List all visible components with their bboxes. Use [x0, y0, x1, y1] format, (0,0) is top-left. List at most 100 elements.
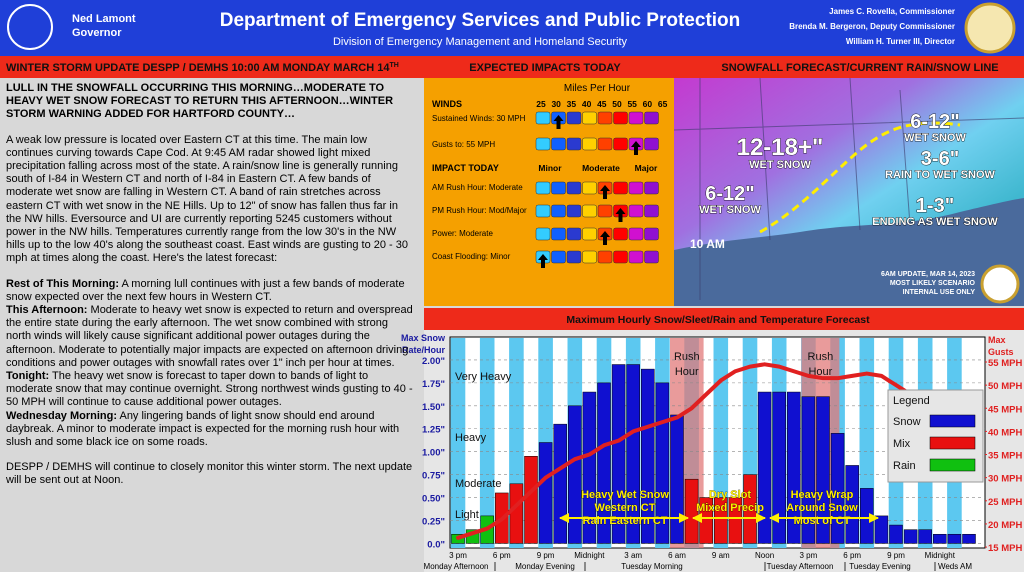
chart-title: Maximum Hourly Snow/Sleet/Rain and Tempe… [566, 314, 870, 326]
annotation: Mixed Precip [696, 502, 764, 514]
map-seal [980, 264, 1020, 304]
stripe [450, 338, 466, 548]
annotation: Heavy Wet Snow [581, 489, 669, 501]
arrow [600, 185, 610, 199]
scale-cell [535, 227, 551, 241]
scale-cell [597, 137, 613, 151]
header-bg [0, 0, 1024, 56]
x-tick-label: 9 pm [887, 551, 905, 560]
y2-tick-label: 55 MPH [988, 358, 1022, 369]
bar [582, 391, 597, 544]
scale-number: 40 [582, 99, 592, 109]
arrow [615, 208, 626, 222]
section-label: This Afternoon: [6, 304, 88, 317]
impact-row: Power: Moderate [432, 229, 493, 238]
y2-tick-label: 20 MPH [988, 520, 1022, 531]
official: William H. Turner III, Director [846, 37, 955, 46]
bar [860, 488, 874, 544]
scale-cell [644, 111, 659, 125]
legend-swatch [929, 458, 976, 472]
scale-cell [551, 227, 566, 241]
banner-text: WINTER STORM UPDATE DESPP / DEMHS 10:00 … [6, 62, 390, 74]
y-tick-label: 1.25" [422, 425, 445, 436]
bar [845, 465, 859, 544]
scale-cell [566, 227, 582, 241]
rush-label: Hour [675, 366, 699, 378]
arrow [631, 141, 641, 155]
scale-cell [644, 227, 659, 241]
wind-row: Sustained Winds: 30 MPH [432, 114, 526, 123]
y2-tick-label: 40 MPH [988, 427, 1022, 438]
bar [874, 515, 889, 544]
map-note: MOST LIKELY SCENARIO [890, 280, 976, 287]
legend-label: Mix [893, 438, 911, 450]
y2-tick-label: 30 MPH [988, 474, 1022, 485]
annotation: Rain Eastern CT [583, 515, 668, 527]
x-tick-label: 3 am [624, 551, 642, 560]
impact-row: AM Rush Hour: Moderate [432, 183, 523, 192]
impact-level: Minor [538, 163, 562, 173]
scale-cell [628, 181, 644, 195]
x-tick-label: Noon [755, 551, 774, 560]
section: Tonight: The heavy wet snow is forecast … [6, 370, 414, 410]
y-tick-label: 1.50" [422, 402, 445, 413]
bar [568, 405, 582, 544]
section: Wednesday Morning: Any lingering bands o… [6, 410, 414, 450]
scale-cell [566, 250, 582, 264]
banner-right: SNOWFALL FORECAST/CURRENT RAIN/SNOW LINE [721, 62, 998, 74]
y-axis-label: Max Snow [401, 333, 446, 343]
intensity-label: Very Heavy [455, 371, 512, 383]
bar [626, 364, 640, 544]
scale-cell [628, 227, 644, 241]
banner-middle: EXPECTED IMPACTS TODAY [469, 62, 621, 74]
period-label: Monday Afternoon [424, 562, 489, 571]
period-label: Weds AM [938, 562, 972, 571]
rush-label: Rush [808, 351, 834, 363]
bar [889, 524, 903, 544]
period-label: Tuesday Afternoon [767, 562, 834, 571]
x-tick-label: 6 pm [843, 551, 861, 560]
map-amount: 6-12" [910, 111, 960, 133]
map-type: WET SNOW [749, 159, 811, 171]
banner-bg [0, 56, 1024, 78]
x-tick-label: 6 pm [493, 551, 511, 560]
y-tick-label: 2.00" [422, 356, 445, 367]
scale-number: 55 [627, 99, 637, 109]
governor-name: Ned Lamont [72, 13, 136, 25]
agency-seal [964, 2, 1016, 54]
map-type: WET SNOW [904, 132, 966, 144]
scale-cell [582, 181, 597, 195]
scale-cell [597, 250, 613, 264]
period-label: Tuesday Morning [621, 562, 683, 571]
y2-tick-label: 15 MPH [988, 543, 1022, 554]
scale-number: 45 [597, 99, 607, 109]
headline: LULL IN THE SNOWFALL OCCURRING THIS MORN… [6, 82, 394, 121]
y2-axis-label: Max [988, 335, 1006, 345]
scale-cell [644, 204, 659, 218]
map-amount: 1-3" [916, 195, 954, 217]
scale-cell [644, 250, 659, 264]
y-tick-label: 0.25" [422, 516, 445, 527]
legend-swatch [929, 436, 976, 450]
bar [597, 382, 611, 544]
legend-label: Rain [893, 460, 916, 472]
legend-label: Snow [893, 416, 921, 428]
sections: Rest of This Morning: A morning lull con… [6, 278, 414, 450]
intensity-label: Heavy [455, 432, 487, 444]
banner-sup: TH [389, 62, 398, 69]
y-tick-label: 0.75" [422, 471, 445, 482]
scale-cell [613, 181, 628, 195]
annotation: Most of CT [794, 515, 851, 527]
arrow [553, 115, 564, 129]
x-tick-label: 9 pm [537, 551, 555, 560]
stripe [479, 338, 495, 548]
bar [553, 423, 567, 544]
x-tick-label: 9 am [712, 551, 730, 560]
scale-cell [613, 137, 628, 151]
bar [903, 529, 918, 544]
header-subtitle: Division of Emergency Management and Hom… [333, 36, 628, 48]
x-tick-label: 3 pm [800, 551, 818, 560]
scale-cell [535, 111, 551, 125]
bar [918, 529, 932, 544]
